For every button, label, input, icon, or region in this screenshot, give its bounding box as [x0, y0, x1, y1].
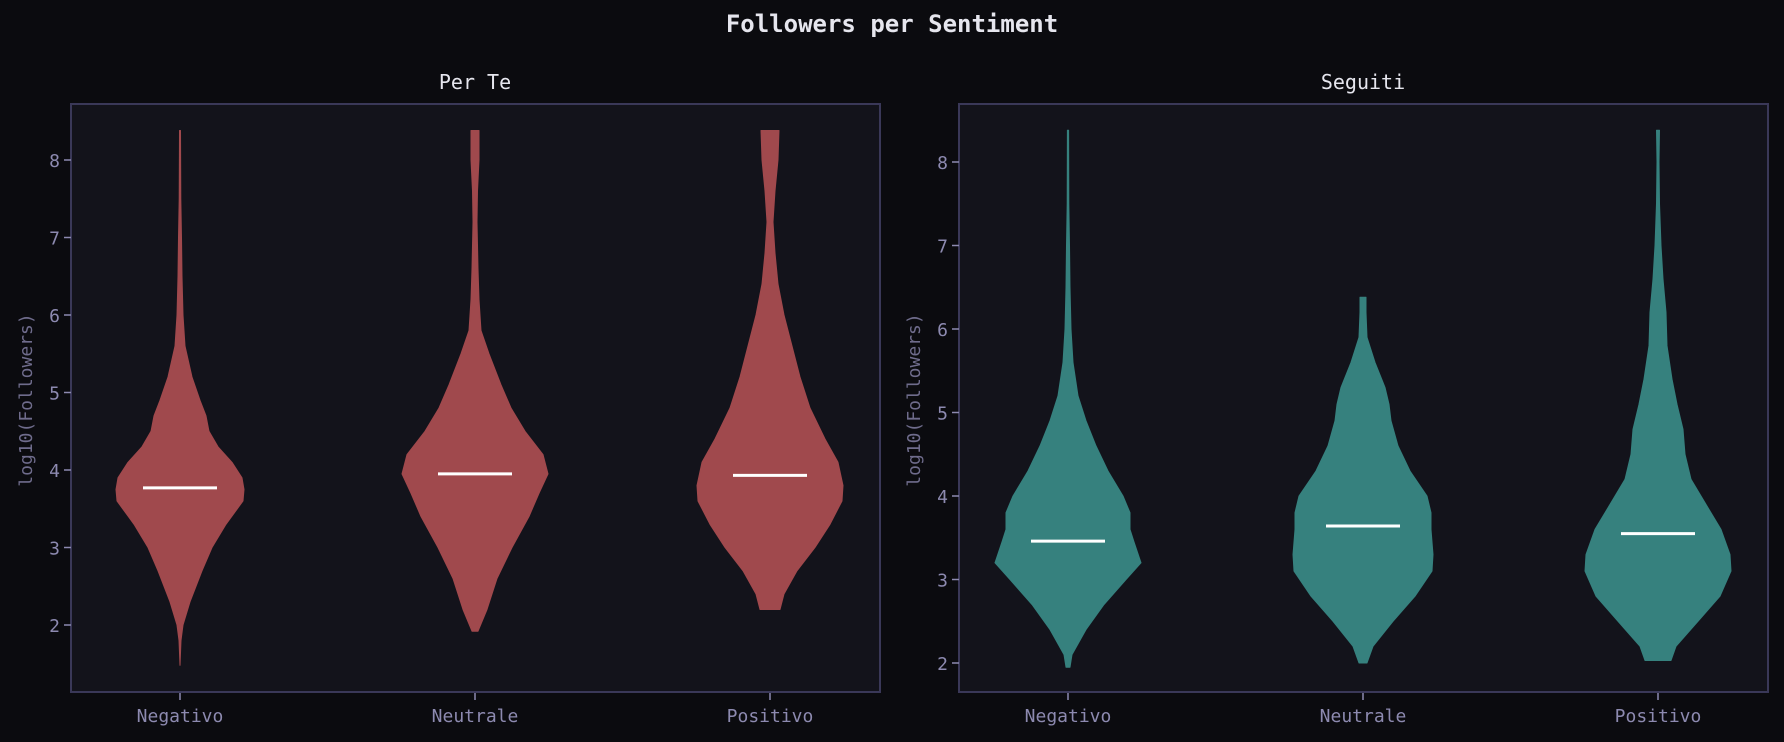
x-tick-label: Neutrale: [432, 706, 519, 727]
y-tick-label: 4: [49, 461, 60, 482]
violin-positivo: [1584, 129, 1732, 661]
y-tick-label: 5: [937, 404, 948, 425]
x-tick-label: Negativo: [1025, 706, 1112, 727]
x-tick-label: Positivo: [727, 706, 814, 727]
violins-seguiti: [994, 129, 1732, 668]
y-tick-label: 8: [49, 151, 60, 172]
violin-positivo: [696, 130, 844, 610]
y-tick-label: 3: [49, 539, 60, 560]
violin-neutrale: [401, 130, 549, 632]
violin-neutrale: [1292, 296, 1434, 664]
y-tick-label: 3: [937, 571, 948, 592]
violin-negativo: [115, 130, 245, 666]
panel-seguiti: Negativo Neutrale Positivo 2 3 4 5 6 7 8 log10(Fo…: [904, 103, 1769, 727]
y-axis-label: log10(Followers): [904, 313, 925, 486]
y-axis-label: log10(Followers): [16, 313, 37, 486]
ticks-per-te: Negativo Neutrale Positivo 2 3 4 5 6 7 8: [49, 151, 813, 727]
y-tick-label: 2: [937, 654, 948, 675]
y-tick-label: 6: [49, 306, 60, 327]
panel-title-seguiti: Seguiti: [1320, 70, 1406, 94]
y-tick-label: 4: [937, 487, 948, 508]
y-tick-label: 7: [937, 237, 948, 258]
figure-title: Followers per Sentiment: [725, 10, 1059, 38]
y-tick-label: 5: [49, 384, 60, 405]
x-tick-label: Neutrale: [1320, 706, 1407, 727]
x-tick-label: Positivo: [1615, 706, 1702, 727]
ticks-seguiti: Negativo Neutrale Positivo 2 3 4 5 6 7 8: [937, 153, 1701, 727]
panel-title-per-te: Per Te: [438, 70, 512, 94]
violins-per-te: [115, 130, 844, 666]
y-tick-label: 8: [937, 153, 948, 174]
y-tick-label: 7: [49, 229, 60, 250]
y-tick-label: 6: [937, 320, 948, 341]
panel-per-te: Negativo Neutrale Positivo 2 3 4 5 6 7 8 log10(Fo…: [16, 103, 881, 727]
x-tick-label: Negativo: [137, 706, 224, 727]
y-tick-label: 2: [49, 616, 60, 637]
violin-negativo: [994, 129, 1142, 668]
